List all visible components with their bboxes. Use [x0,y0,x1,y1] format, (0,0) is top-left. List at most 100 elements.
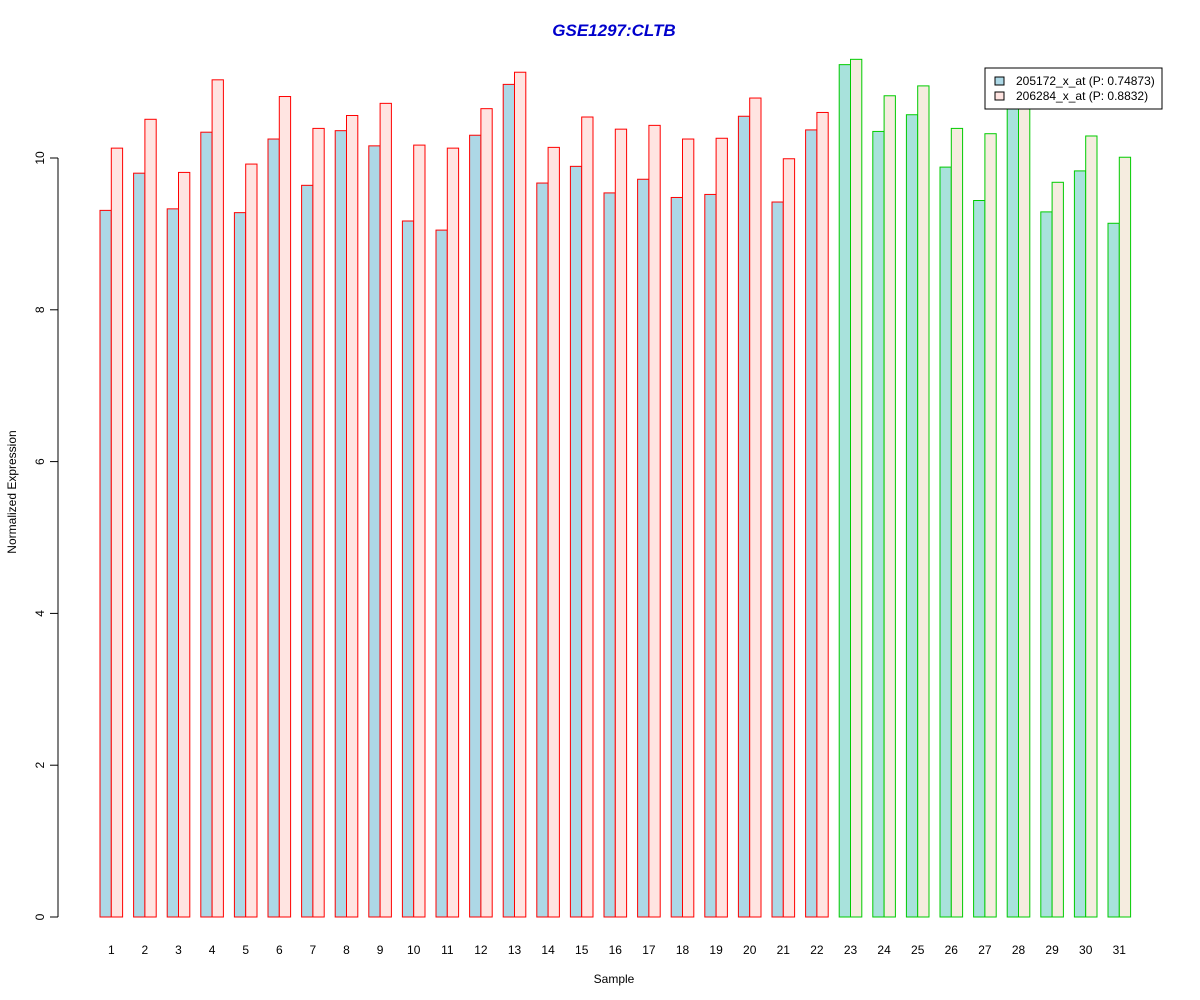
x-tick-label: 14 [541,943,555,957]
bar-series-2 [547,146,560,918]
legend-label-series-1: 205172_x_at (P: 0.74873) [1016,74,1155,88]
bar-series-1 [973,200,986,918]
x-tick-label: 31 [1113,943,1127,957]
y-tick-label: 2 [33,762,47,769]
bars [99,58,1132,918]
bar-series-2 [816,111,829,918]
bar-series-1 [771,201,784,918]
x-tick-label: 9 [377,943,384,957]
bar-series-2 [614,128,628,918]
bar-series-2 [648,124,661,918]
x-tick-label: 5 [242,943,249,957]
bar-series-2 [1085,135,1098,918]
bar-series-2 [1018,104,1031,918]
bar-series-1 [99,209,112,918]
bar-series-2 [682,138,695,918]
bar-series-2 [211,79,224,918]
x-tick-label: 23 [844,943,858,957]
x-tick-label: 18 [676,943,690,957]
x-tick-label: 26 [945,943,959,957]
bar-series-2 [144,118,157,918]
legend-box [984,67,1163,110]
bar-series-1 [301,184,314,918]
bar-series-2 [514,71,527,918]
legend-swatch-series-2 [994,91,1005,101]
x-tick-label: 28 [1012,943,1026,957]
bar-series-2 [984,133,997,918]
bar-series-1 [267,138,280,918]
bar-series-2 [883,95,896,918]
bar-series-1 [1040,211,1053,918]
bar-series-1 [805,129,818,918]
bar-series-1 [704,193,717,918]
bar-series-1 [469,134,482,918]
x-tick-label: 1 [108,943,115,957]
bar-series-2 [245,163,258,918]
bar-series-1 [872,130,885,918]
y-tick-label: 0 [33,913,47,920]
x-tick-labels: 1 2 3 4 5 6 7 8 9 10 11 12 13 14 15 16 17 18 19 20 21 22 23 24 2… [108,943,1126,957]
bar-series-1 [536,182,549,918]
bar-series-2 [346,114,359,918]
bar-series-1 [435,229,448,918]
bar-series-1 [401,220,415,918]
x-tick-label: 3 [175,943,182,957]
x-tick-label: 25 [911,943,925,957]
y-tick-label: 8 [33,306,47,313]
x-tick-label: 21 [777,943,791,957]
bar-series-1 [334,130,348,918]
bar-series-2 [178,171,191,918]
bar-series-2 [782,158,796,918]
bar-series-1 [737,115,751,918]
x-tick-label: 8 [343,943,350,957]
x-tick-label: 27 [978,943,992,957]
x-tick-label: 12 [474,943,488,957]
x-tick-label: 29 [1045,943,1059,957]
chart-title: GSE1297:CLTB [552,21,675,40]
y-tick-label: 10 [33,151,47,165]
y-axis: 0 2 4 6 8 10 [33,151,59,920]
x-tick-label: 15 [575,943,589,957]
x-tick-label: 24 [877,943,891,957]
bar-series-2 [850,58,863,918]
x-tick-label: 20 [743,943,757,957]
bar-series-2 [110,147,124,918]
bar-series-1 [166,208,179,918]
x-axis-label: Sample [594,972,635,986]
x-tick-label: 11 [441,943,454,957]
x-tick-label: 22 [810,943,824,957]
bar-series-2 [917,85,930,918]
bar-series-1 [905,114,919,918]
x-tick-label: 17 [642,943,656,957]
bar-series-2 [1051,181,1064,918]
bar-series-2 [581,116,594,918]
bar-series-2 [379,102,392,918]
bar-series-2 [1118,156,1132,918]
bar-series-2 [749,97,762,918]
bar-series-1 [603,192,616,918]
x-tick-label: 30 [1079,943,1093,957]
legend: 205172_x_at (P: 0.74873) 206284_x_at (P:… [984,67,1163,110]
bar-series-2 [480,108,493,918]
x-tick-label: 16 [609,943,623,957]
bar-series-1 [233,212,247,918]
bar-series-1 [670,196,684,918]
bar-series-1 [1107,222,1120,918]
bar-series-1 [939,166,952,918]
bar-series-1 [200,131,213,918]
bar-series-1 [637,178,650,918]
x-tick-label: 19 [709,943,723,957]
x-tick-label: 2 [142,943,149,957]
bar-series-1 [838,64,852,918]
x-tick-label: 7 [310,943,317,957]
bar-series-1 [569,165,583,918]
y-tick-label: 6 [33,458,47,465]
legend-swatch-series-1 [994,76,1005,86]
y-tick-label: 4 [33,610,47,617]
bar-series-2 [446,147,460,918]
y-axis-label: Normalized Expression [5,430,19,553]
bar-series-1 [368,145,381,918]
bar-series-2 [312,127,325,918]
bar-series-1 [1073,170,1087,918]
bar-series-1 [1006,108,1020,918]
